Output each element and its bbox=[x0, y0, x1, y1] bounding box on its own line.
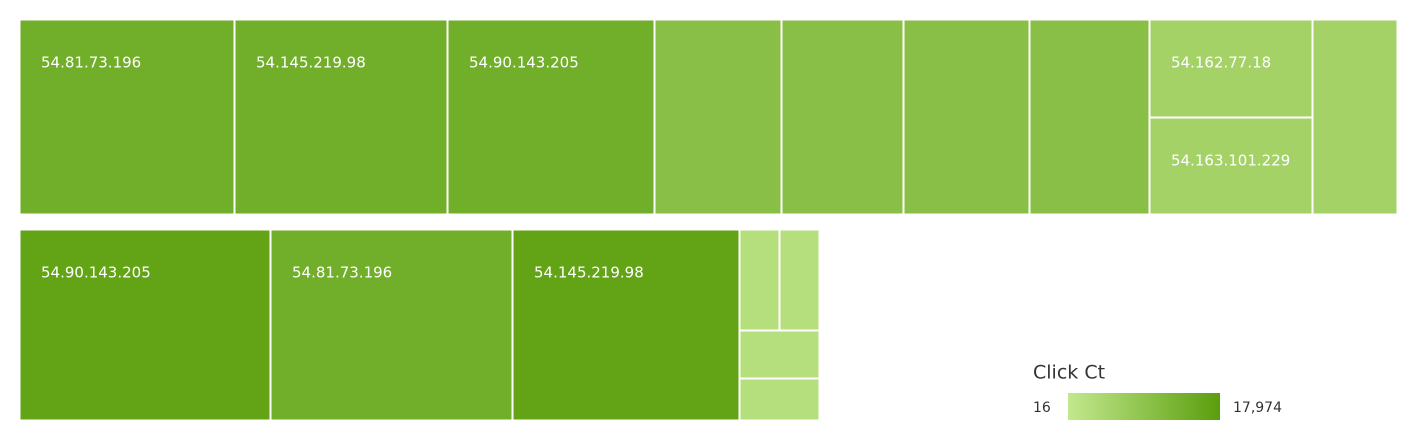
legend-max-label: 17,974 bbox=[1233, 400, 1282, 416]
cell-label: 54.81.73.196 bbox=[292, 264, 392, 282]
cell-label: 54.163.101.229 bbox=[1171, 152, 1290, 170]
treemap-cell bbox=[1149, 117, 1313, 215]
treemap-cell bbox=[739, 229, 780, 331]
cell-label: 54.90.143.205 bbox=[41, 264, 151, 282]
treemap-cell bbox=[781, 19, 904, 215]
treemap-cell bbox=[779, 229, 820, 331]
treemap-cell bbox=[512, 229, 740, 421]
treemap-cell bbox=[234, 19, 448, 215]
treemap-cell bbox=[19, 19, 235, 215]
treemap-cell bbox=[270, 229, 513, 421]
legend-title: Click Ct bbox=[1033, 362, 1105, 384]
treemap-cell bbox=[739, 378, 820, 421]
treemap-cell bbox=[19, 229, 271, 421]
cell-label: 54.162.77.18 bbox=[1171, 54, 1271, 72]
legend-gradient bbox=[1068, 393, 1220, 420]
cell-label: 54.81.73.196 bbox=[41, 54, 141, 72]
legend-min-label: 16 bbox=[1033, 400, 1051, 416]
cell-label: 54.90.143.205 bbox=[469, 54, 579, 72]
treemap-cell bbox=[1312, 19, 1398, 215]
cell-label: 54.145.219.98 bbox=[256, 54, 366, 72]
treemap-cell bbox=[447, 19, 655, 215]
treemap-cell bbox=[903, 19, 1030, 215]
treemap-cell bbox=[1029, 19, 1150, 215]
treemap-cell bbox=[739, 330, 820, 379]
treemap-cell bbox=[1149, 19, 1313, 118]
cell-label: 54.145.219.98 bbox=[534, 264, 644, 282]
treemap-cell bbox=[654, 19, 782, 215]
